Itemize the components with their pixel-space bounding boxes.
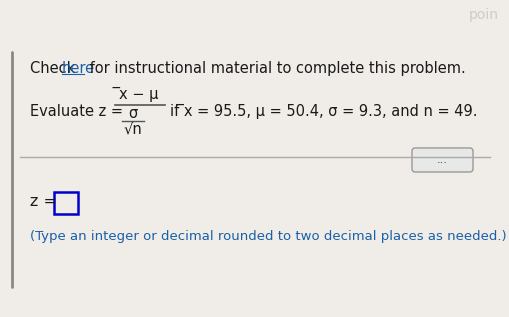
Text: √n: √n bbox=[124, 121, 143, 136]
Text: if ̅x = 95.5, μ = 50.4, σ = 9.3, and n = 49.: if ̅x = 95.5, μ = 50.4, σ = 9.3, and n =… bbox=[170, 105, 477, 120]
Text: ...: ... bbox=[437, 155, 447, 165]
Text: (Type an integer or decimal rounded to two decimal places as needed.): (Type an integer or decimal rounded to t… bbox=[30, 230, 506, 243]
Text: Evaluate z =: Evaluate z = bbox=[30, 105, 128, 120]
FancyBboxPatch shape bbox=[412, 148, 473, 172]
Text: for instructional material to complete this problem.: for instructional material to complete t… bbox=[85, 61, 466, 76]
Text: σ: σ bbox=[128, 107, 137, 121]
Text: ̅x − μ: ̅x − μ bbox=[120, 87, 159, 102]
FancyBboxPatch shape bbox=[54, 192, 78, 214]
Text: z =: z = bbox=[30, 194, 62, 210]
Text: here: here bbox=[62, 61, 95, 76]
Text: poin: poin bbox=[469, 8, 499, 22]
Text: Check: Check bbox=[30, 61, 80, 76]
